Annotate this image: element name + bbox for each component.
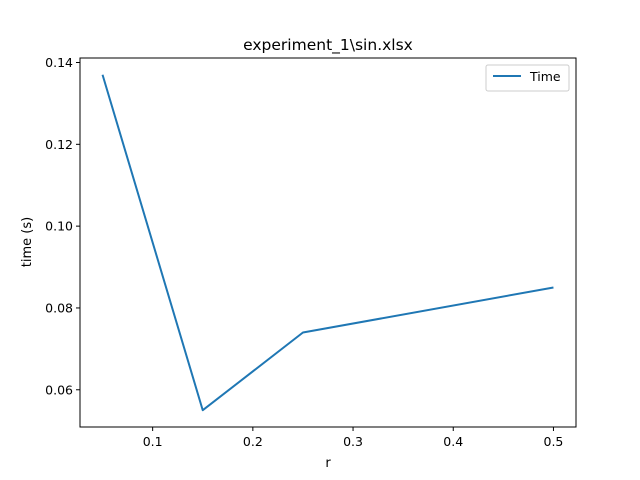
x-tick-label: 0.3 — [343, 434, 363, 449]
y-tick-label: 0.06 — [45, 382, 73, 397]
plot-frame — [79, 57, 577, 428]
x-tick-label: 0.2 — [243, 434, 263, 449]
series-line-time — [101, 74, 554, 412]
legend-label: Time — [529, 69, 561, 84]
y-tick-label: 0.12 — [45, 137, 73, 152]
y-tick-label: 0.14 — [45, 55, 73, 70]
legend-box — [485, 64, 570, 92]
legend: Time — [485, 64, 570, 92]
x-axis-label: r — [325, 456, 331, 471]
x-tick-label: 0.1 — [143, 434, 163, 449]
x-tick-label: 0.5 — [544, 434, 564, 449]
chart-title: experiment_1\sin.xlsx — [243, 36, 413, 55]
plot-area: 0.1 0.2 0.3 0.4 0.5 0.06 0.08 0.10 0.12 0.14 — [45, 55, 577, 449]
x-tick-label: 0.4 — [443, 434, 463, 449]
y-tick-label: 0.08 — [45, 300, 73, 315]
y-axis-ticks: 0.06 0.08 0.10 0.12 0.14 — [45, 55, 80, 397]
series-lines — [101, 74, 554, 412]
y-tick-label: 0.10 — [45, 219, 73, 234]
y-axis-label: time (s) — [20, 217, 35, 267]
x-axis-ticks: 0.1 0.2 0.3 0.4 0.5 — [143, 427, 564, 449]
